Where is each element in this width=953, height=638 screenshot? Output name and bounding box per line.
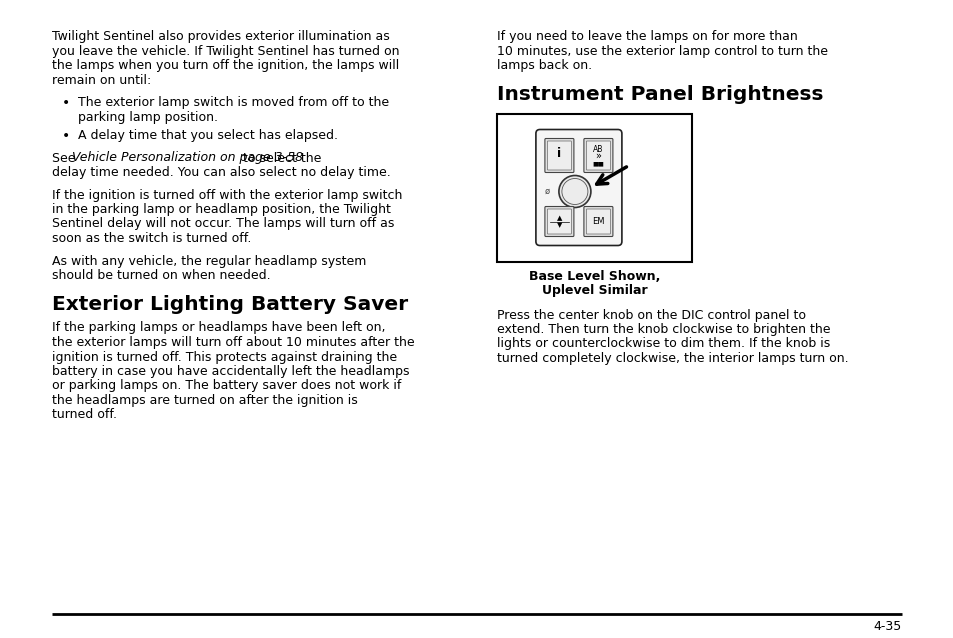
Text: turned completely clockwise, the interior lamps turn on.: turned completely clockwise, the interio… — [497, 352, 848, 365]
Text: Vehicle Personalization on page 3-58: Vehicle Personalization on page 3-58 — [72, 151, 303, 165]
Text: the exterior lamps will turn off about 10 minutes after the: the exterior lamps will turn off about 1… — [52, 336, 415, 349]
Text: delay time needed. You can also select no delay time.: delay time needed. You can also select n… — [52, 166, 391, 179]
Text: remain on until:: remain on until: — [52, 73, 152, 87]
Text: The exterior lamp switch is moved from off to the: The exterior lamp switch is moved from o… — [78, 96, 389, 109]
FancyBboxPatch shape — [586, 209, 610, 234]
Text: ø: ø — [544, 187, 549, 196]
Text: See: See — [52, 151, 79, 165]
Text: or parking lamps on. The battery saver does not work if: or parking lamps on. The battery saver d… — [52, 380, 401, 392]
Text: Base Level Shown,: Base Level Shown, — [528, 269, 659, 283]
Text: in the parking lamp or headlamp position, the Twilight: in the parking lamp or headlamp position… — [52, 203, 391, 216]
Text: If the ignition is turned off with the exterior lamp switch: If the ignition is turned off with the e… — [52, 188, 402, 202]
Circle shape — [558, 175, 590, 207]
Text: AB: AB — [593, 145, 603, 154]
Text: ignition is turned off. This protects against draining the: ignition is turned off. This protects ag… — [52, 350, 396, 364]
Text: ▼: ▼ — [557, 223, 561, 228]
FancyBboxPatch shape — [544, 207, 574, 237]
Text: 10 minutes, use the exterior lamp control to turn the: 10 minutes, use the exterior lamp contro… — [497, 45, 827, 57]
Text: Uplevel Similar: Uplevel Similar — [541, 284, 647, 297]
Text: should be turned on when needed.: should be turned on when needed. — [52, 269, 271, 282]
Text: soon as the switch is turned off.: soon as the switch is turned off. — [52, 232, 251, 245]
Text: ▲: ▲ — [557, 216, 561, 221]
Text: If you need to leave the lamps on for more than: If you need to leave the lamps on for mo… — [497, 30, 797, 43]
FancyBboxPatch shape — [536, 130, 621, 246]
Text: As with any vehicle, the regular headlamp system: As with any vehicle, the regular headlam… — [52, 255, 366, 267]
Text: A delay time that you select has elapsed.: A delay time that you select has elapsed… — [78, 129, 337, 142]
Text: Exterior Lighting Battery Saver: Exterior Lighting Battery Saver — [52, 295, 408, 315]
Text: to select the: to select the — [239, 151, 321, 165]
Text: Press the center knob on the DIC control panel to: Press the center knob on the DIC control… — [497, 309, 805, 322]
FancyBboxPatch shape — [547, 209, 571, 234]
Text: •: • — [62, 96, 71, 110]
Text: »: » — [595, 151, 600, 161]
Text: turned off.: turned off. — [52, 408, 117, 422]
Text: lamps back on.: lamps back on. — [497, 59, 592, 72]
Text: 4-35: 4-35 — [873, 620, 901, 633]
Text: Twilight Sentinel also provides exterior illumination as: Twilight Sentinel also provides exterior… — [52, 30, 390, 43]
Bar — [497, 114, 691, 262]
Text: the lamps when you turn off the ignition, the lamps will: the lamps when you turn off the ignition… — [52, 59, 399, 72]
Text: extend. Then turn the knob clockwise to brighten the: extend. Then turn the knob clockwise to … — [497, 323, 830, 336]
FancyBboxPatch shape — [583, 207, 612, 237]
FancyBboxPatch shape — [544, 138, 574, 172]
Text: parking lamp position.: parking lamp position. — [78, 110, 218, 124]
FancyBboxPatch shape — [583, 138, 612, 172]
Text: EM: EM — [592, 217, 604, 226]
Text: •: • — [62, 129, 71, 143]
Text: Instrument Panel Brightness: Instrument Panel Brightness — [497, 85, 822, 105]
Text: If the parking lamps or headlamps have been left on,: If the parking lamps or headlamps have b… — [52, 322, 385, 334]
Text: i: i — [557, 147, 561, 160]
Text: lights or counterclockwise to dim them. If the knob is: lights or counterclockwise to dim them. … — [497, 338, 829, 350]
FancyBboxPatch shape — [547, 141, 571, 170]
Text: you leave the vehicle. If Twilight Sentinel has turned on: you leave the vehicle. If Twilight Senti… — [52, 45, 399, 57]
FancyBboxPatch shape — [586, 141, 610, 170]
Text: Sentinel delay will not occur. The lamps will turn off as: Sentinel delay will not occur. The lamps… — [52, 218, 394, 230]
Text: battery in case you have accidentally left the headlamps: battery in case you have accidentally le… — [52, 365, 409, 378]
Text: the headlamps are turned on after the ignition is: the headlamps are turned on after the ig… — [52, 394, 357, 407]
Circle shape — [561, 179, 587, 205]
Text: ■■: ■■ — [592, 161, 603, 166]
